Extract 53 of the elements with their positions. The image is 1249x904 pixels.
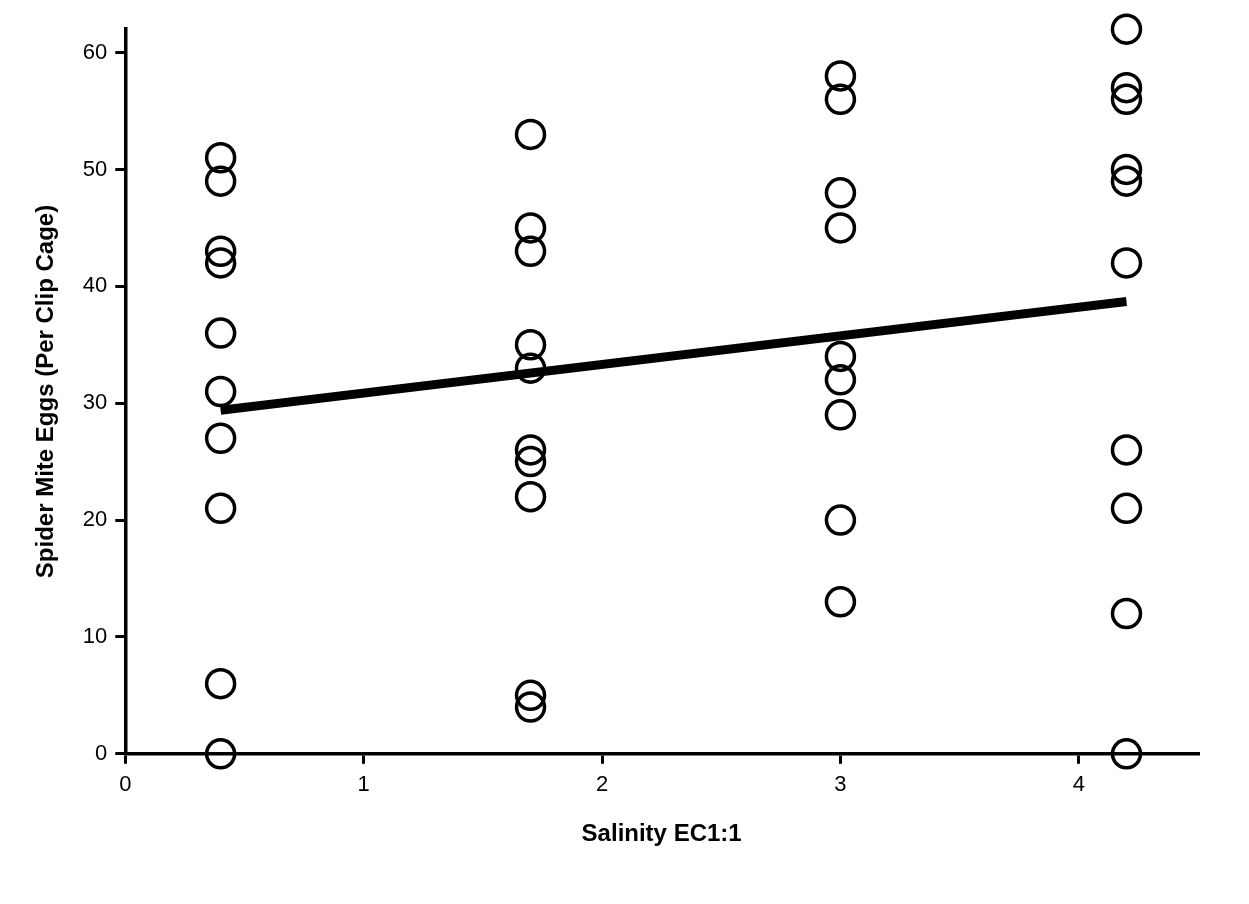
point (514, 434, 547, 466)
x-tick-label: 4 (1072, 771, 1085, 797)
point (824, 212, 857, 244)
y-tick-label: 60 (82, 38, 108, 64)
point (1110, 165, 1143, 197)
point (824, 340, 857, 373)
point (204, 667, 237, 700)
y-axis-title: Spider Mite Eggs (Per Clip Cage) (31, 204, 59, 579)
point (514, 445, 547, 478)
point (514, 679, 547, 712)
point (204, 142, 237, 174)
y-tick-label: 20 (82, 506, 108, 532)
point (1110, 597, 1143, 630)
point (514, 329, 547, 361)
point (204, 738, 237, 770)
point (204, 235, 237, 268)
point (1110, 492, 1143, 525)
point (824, 364, 857, 396)
y-tick-label: 0 (95, 739, 108, 765)
point (514, 118, 547, 151)
point (824, 177, 857, 209)
point (824, 504, 857, 536)
point (204, 165, 237, 197)
y-tick-label: 30 (82, 389, 108, 415)
point (1110, 434, 1143, 466)
point (204, 375, 237, 408)
x-axis-title: Salinity EC1:1 (581, 819, 742, 847)
point (824, 60, 857, 92)
point (824, 399, 857, 431)
point (824, 83, 857, 116)
point (514, 480, 547, 513)
x-tick-label: 2 (595, 771, 609, 797)
point (514, 691, 547, 723)
point (514, 352, 547, 384)
point (204, 492, 237, 525)
x-tick-label: 1 (357, 771, 370, 797)
point (204, 247, 237, 279)
point (1110, 83, 1143, 116)
point (1110, 247, 1143, 279)
y-tick-label: 10 (82, 622, 108, 648)
point (204, 422, 237, 454)
point (1110, 13, 1143, 45)
y-tick-label: 40 (82, 272, 108, 298)
point (514, 235, 547, 268)
y-tick-label: 50 (82, 155, 108, 181)
x-tick-label: 0 (119, 771, 132, 797)
point (514, 212, 547, 244)
point (1110, 71, 1143, 104)
point (824, 586, 857, 618)
point (204, 317, 237, 349)
point (1110, 153, 1143, 186)
x-tick-label: 3 (834, 771, 847, 797)
point (1110, 738, 1143, 770)
